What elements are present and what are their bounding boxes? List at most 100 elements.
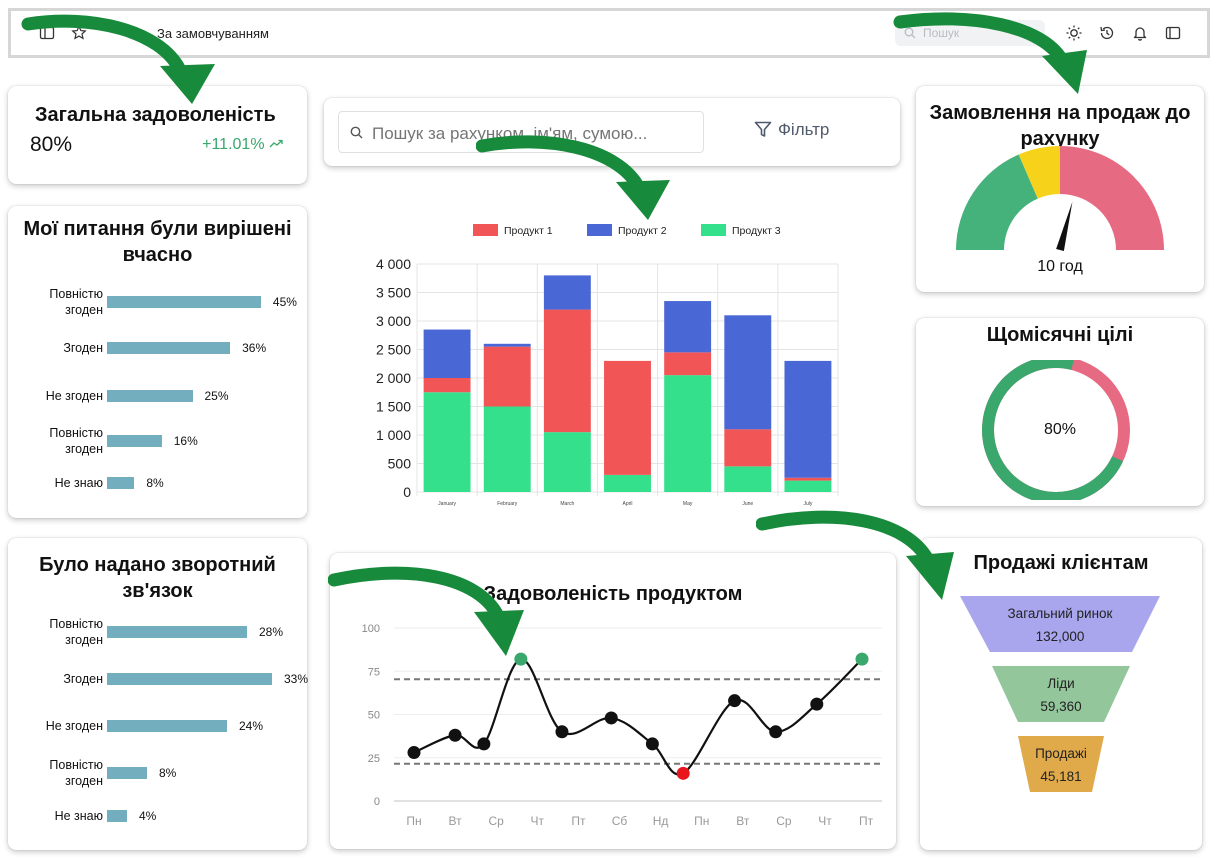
gauge-segment <box>1018 146 1060 199</box>
bell-icon[interactable] <box>1132 25 1148 41</box>
line-xtick: Сб <box>612 814 628 828</box>
survey-row-pct: 25% <box>204 389 229 403</box>
bar-segment <box>543 275 591 310</box>
survey-row-bar <box>107 626 247 638</box>
line-point <box>728 694 742 708</box>
funnel-stage-value: 45,181 <box>1040 769 1081 784</box>
survey-row-label: Повністю згоден <box>49 287 103 317</box>
kpi-value: 80% <box>30 133 73 156</box>
bar-chart-ytick: 0 <box>403 484 411 500</box>
bar-segment <box>664 352 712 376</box>
bar-segment <box>543 432 591 492</box>
satisfaction-kpi-card: Загальна задоволеність 80% +11.01% <box>8 86 307 184</box>
search-input[interactable] <box>372 124 692 144</box>
kpi-change-value: +11.01% <box>202 136 265 153</box>
survey-card-feedback: Було надано зворотний зв'язок Повністю з… <box>8 538 309 850</box>
line-xtick: Ср <box>489 814 505 828</box>
survey-row-label: Повністю згоден <box>49 617 103 647</box>
search-filter-bar: Фільтр <box>324 98 900 166</box>
breadcrumb[interactable]: За замовчуванням <box>157 26 269 41</box>
survey-row: Не згоден 24% <box>8 709 307 743</box>
survey-row-bar <box>107 810 127 822</box>
star-icon[interactable] <box>71 25 87 41</box>
legend-label: Продукт 3 <box>732 225 781 237</box>
line-point <box>514 652 528 666</box>
line-ytick: 25 <box>368 753 380 765</box>
top-bar: За замовчуванням Пошук <box>8 8 1210 58</box>
sidebar-icon[interactable] <box>39 25 55 41</box>
top-search-input[interactable]: Пошук <box>895 20 1045 46</box>
survey-row-label: Згоден <box>63 672 103 686</box>
funnel-title: Продажі клієнтам <box>973 552 1149 574</box>
panel-icon[interactable] <box>1165 25 1181 41</box>
bar-segment <box>483 346 531 407</box>
search-box[interactable] <box>338 111 704 153</box>
line-xtick: Чт <box>531 814 545 828</box>
history-icon[interactable] <box>1099 25 1115 41</box>
line-point <box>769 725 783 739</box>
line-ytick: 75 <box>368 666 380 678</box>
search-icon <box>904 27 916 39</box>
line-title: Задоволеність продуктом <box>483 583 743 605</box>
bar-chart-xtick: February <box>497 501 518 507</box>
bar-segment <box>784 480 832 492</box>
filter-button[interactable]: Фільтр <box>754 120 829 140</box>
bar-chart-ytick: 4 000 <box>376 256 411 272</box>
line-xtick: Пн <box>694 814 709 828</box>
bar-segment <box>604 474 651 492</box>
survey-row: Повністю згоден 28% <box>8 615 307 649</box>
line-point <box>448 728 462 742</box>
donut-title: Щомісячні цілі <box>986 324 1134 346</box>
survey-row-bar <box>107 767 147 779</box>
product-satisfaction-card: 0 25 50 75 100 Пн Вт Ср Чт Пт Сб Нд Пн Вт Ср Чт Пт Задов… <box>330 553 896 849</box>
survey-row-pct: 36% <box>242 341 267 355</box>
donut-chart <box>982 360 1130 500</box>
filter-icon <box>754 121 772 137</box>
line-ytick: 0 <box>374 796 380 808</box>
bar-chart-ytick: 3 500 <box>376 285 411 301</box>
survey-row-bar <box>107 477 135 489</box>
survey2-title: Було надано зворотний зв'язок <box>39 554 276 602</box>
survey-row: Згоден 36% <box>8 331 307 365</box>
sun-icon[interactable] <box>1066 25 1082 41</box>
kpi-title: Загальна задоволеність <box>35 104 276 126</box>
bar-segment <box>423 392 471 492</box>
line-point <box>810 697 824 711</box>
legend-swatch <box>473 224 498 236</box>
bar-segment <box>784 477 832 481</box>
bar-segment <box>724 429 772 467</box>
line-ytick: 50 <box>368 710 380 722</box>
survey-row-pct: 33% <box>284 672 309 686</box>
gauge-card: Замовлення на продаж до рахунку 10 год <box>916 86 1204 292</box>
bar-chart-xtick: April <box>622 501 632 507</box>
survey-row-pct: 16% <box>173 434 198 448</box>
legend-label: Продукт 1 <box>504 225 553 237</box>
survey-row-label: Не згоден <box>45 389 103 403</box>
survey-row: Не згоден 25% <box>8 379 307 413</box>
line-point <box>645 737 659 751</box>
donut-value: 80% <box>1043 421 1077 438</box>
legend-label: Продукт 2 <box>618 225 667 237</box>
survey-row: Не знаю 4% <box>8 799 307 833</box>
survey1-title: Мої питання були вирішені вчасно <box>23 218 292 266</box>
bar-segment <box>423 329 471 378</box>
bar-segment <box>483 406 531 492</box>
gauge-title: Замовлення на продаж до рахунку <box>929 102 1191 150</box>
funnel-stage-value: 132,000 <box>1036 629 1085 644</box>
bar-segment <box>423 378 471 393</box>
survey-row-pct: 24% <box>239 719 264 733</box>
bar-chart-ytick: 500 <box>388 456 412 472</box>
survey-card-resolved: Мої питання були вирішені вчасно Повніст… <box>8 206 307 518</box>
survey-row-label: Не знаю <box>54 809 103 823</box>
survey-row-pct: 8% <box>146 476 164 490</box>
bar-segment <box>724 315 772 430</box>
survey-row-bar <box>107 673 272 685</box>
bar-segment <box>784 360 832 478</box>
survey-row: Повністю згоден 45% <box>8 285 307 319</box>
survey-row: Повністю згоден 8% <box>8 756 307 790</box>
gauge-segment <box>956 154 1038 250</box>
line-point <box>855 652 869 666</box>
search-icon <box>350 126 363 139</box>
funnel-stage-name: Продажі <box>1035 746 1087 761</box>
bar-chart-ytick: 1 500 <box>376 399 411 415</box>
